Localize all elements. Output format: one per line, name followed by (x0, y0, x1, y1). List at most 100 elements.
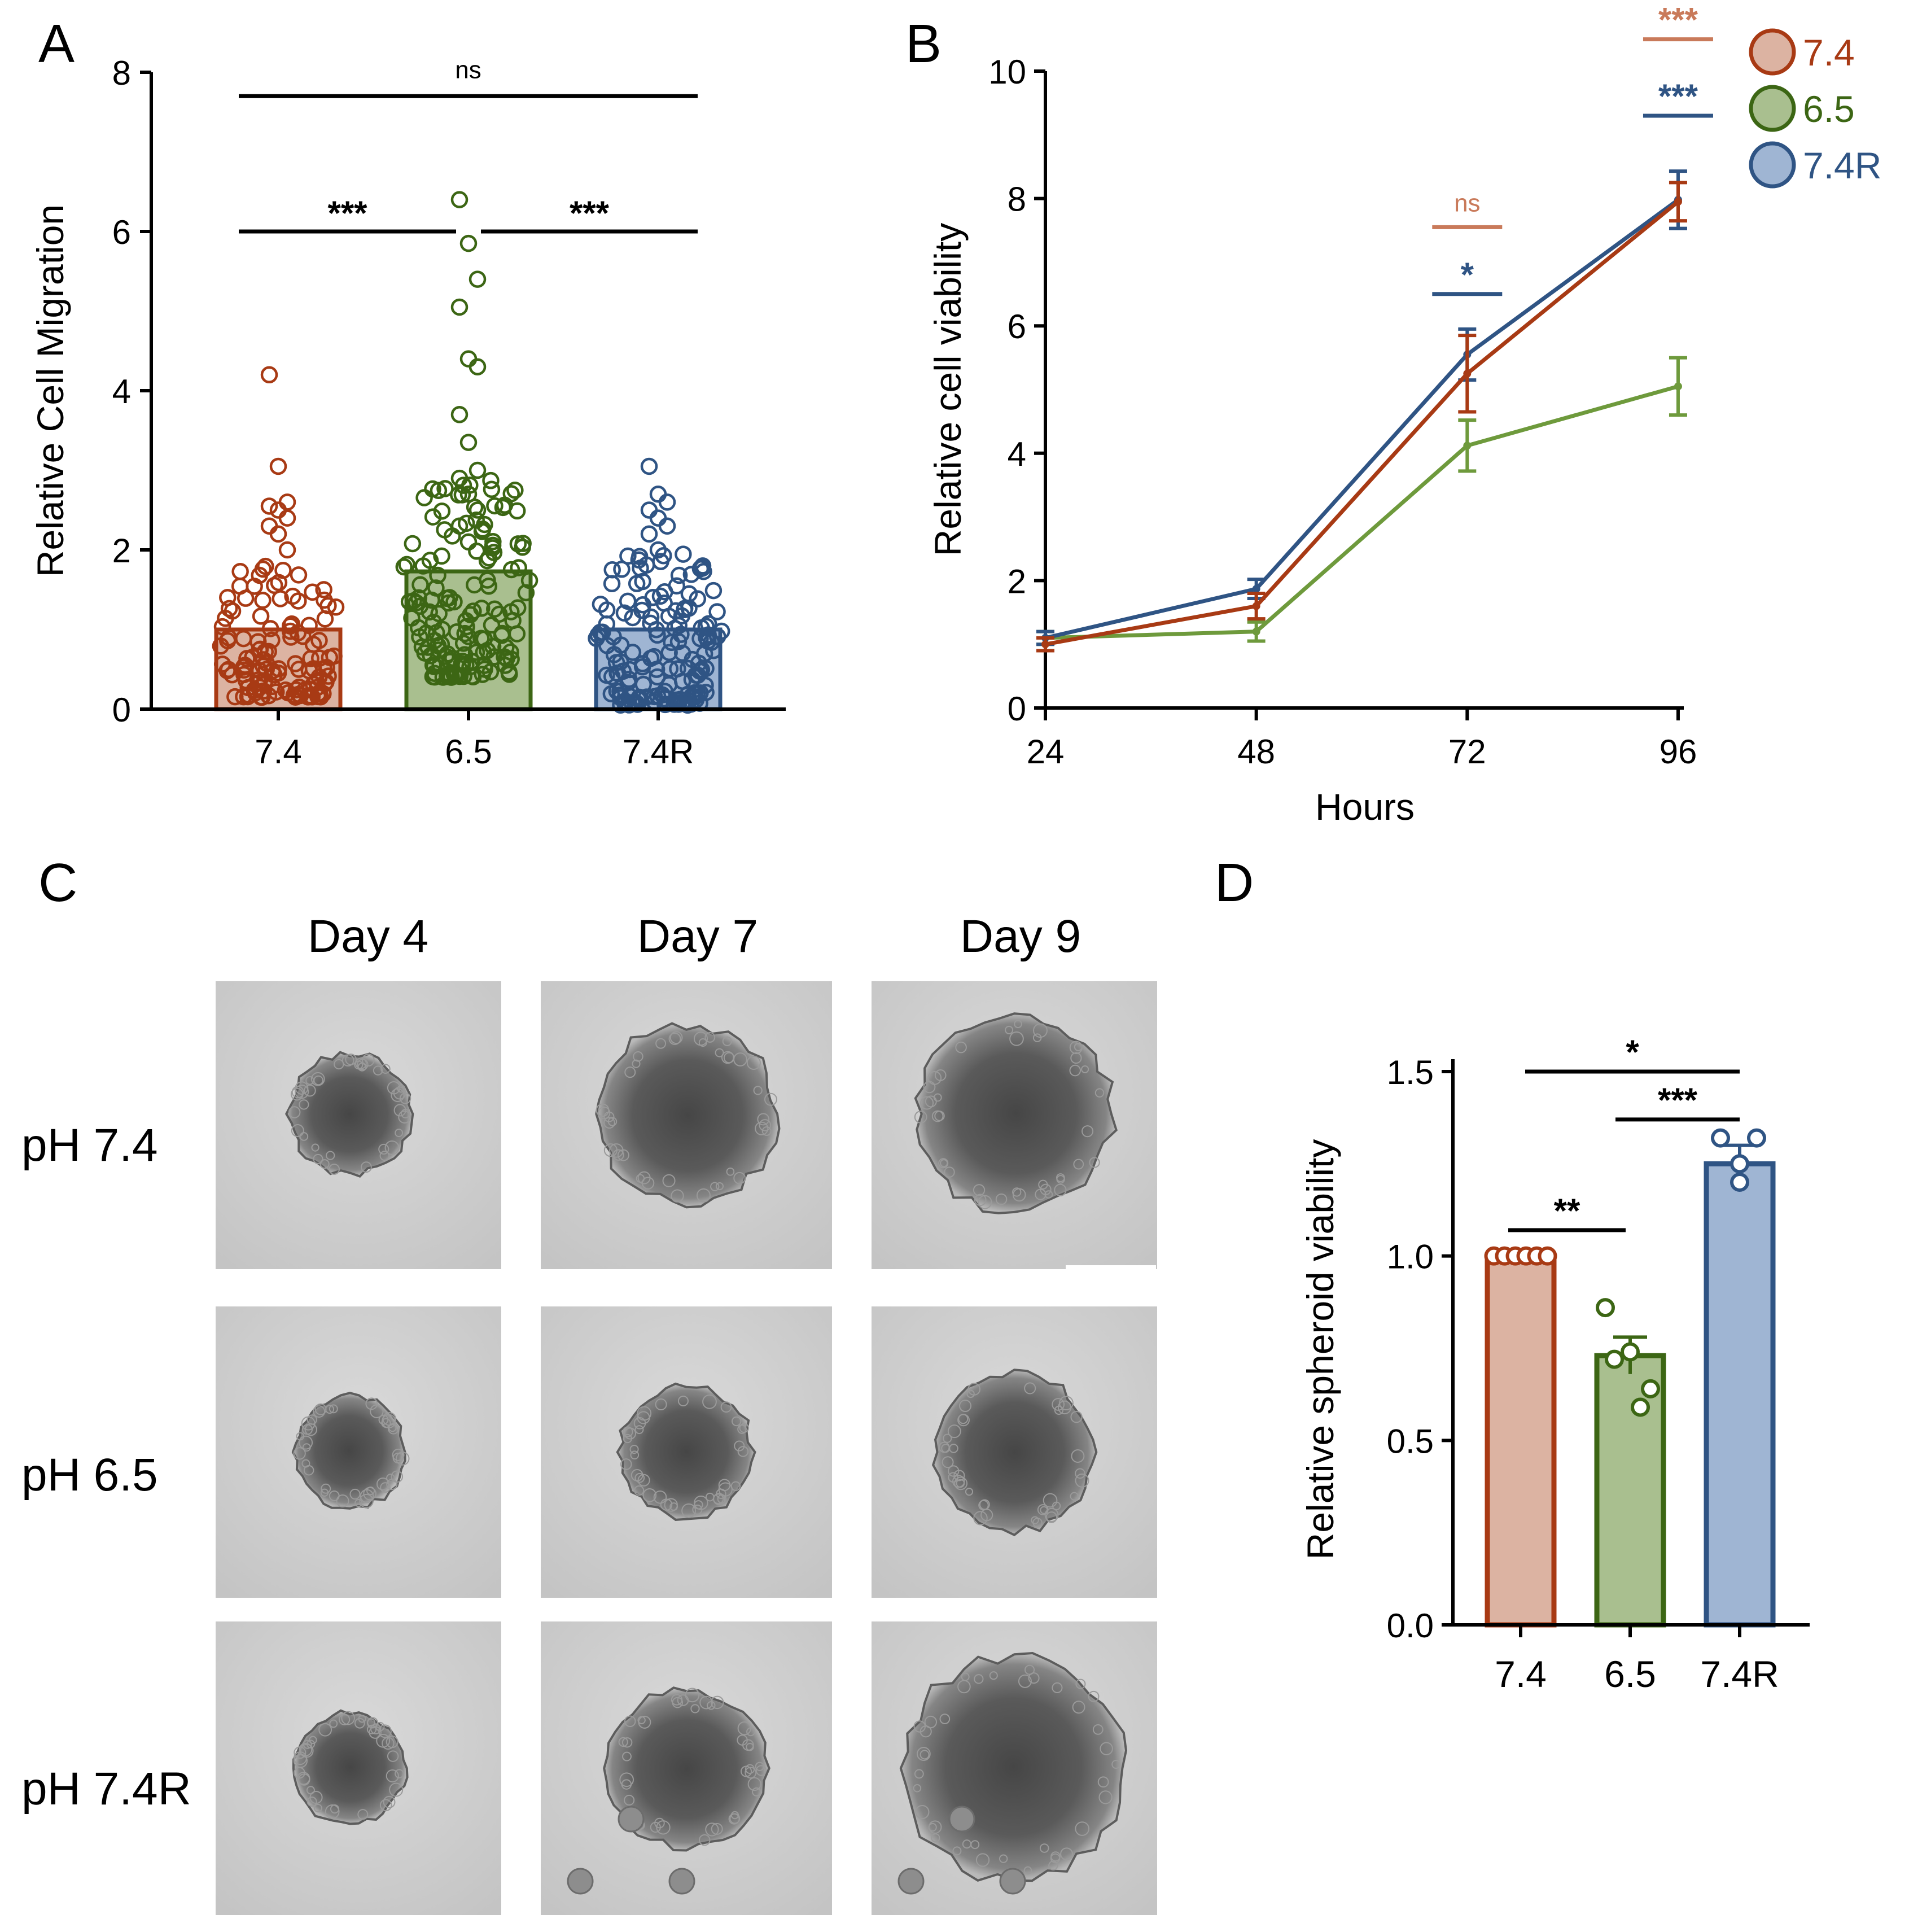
cell-texture (1052, 1682, 1063, 1693)
significance-label: *** (1658, 1, 1698, 39)
data-point (673, 607, 691, 625)
y-tick-label: 1.5 (1387, 1054, 1434, 1091)
cell-texture (596, 1103, 610, 1117)
cell-texture (630, 1450, 640, 1460)
data-point-outlier (450, 517, 469, 535)
cell-texture (952, 1475, 965, 1488)
micrograph-tile (541, 1306, 832, 1598)
cell-texture (1054, 1183, 1067, 1197)
cell-texture (989, 1671, 998, 1680)
data-point-outlier (658, 493, 676, 511)
series-line-7.4 (1045, 200, 1680, 646)
panel-label-c: C (38, 853, 77, 913)
data-point (433, 502, 451, 520)
cell-texture (943, 1433, 952, 1443)
cell-texture (1070, 1411, 1083, 1423)
cell-texture (1048, 1860, 1058, 1870)
data-point (670, 566, 688, 584)
cell-texture (1075, 1468, 1085, 1479)
chart-a-x-ticks: 7.4 6.5 7.4R (255, 709, 694, 771)
cell-texture (1098, 1790, 1113, 1804)
data-point (453, 655, 471, 674)
data-point (261, 620, 279, 637)
cell-texture (931, 1833, 940, 1843)
cell-texture (925, 1095, 937, 1108)
cell-texture (705, 1492, 715, 1502)
cell-texture (662, 1174, 676, 1187)
cell-texture (632, 1059, 641, 1068)
data-point (290, 566, 308, 584)
legend-label: 7.4 (1803, 32, 1855, 73)
chart-b-xlabel: Hours (1315, 786, 1415, 828)
significance-label: ** (1554, 1192, 1580, 1230)
cell-texture (395, 1452, 410, 1466)
cell-texture (302, 1443, 311, 1452)
cell-texture (737, 1424, 747, 1434)
data-point (304, 636, 322, 653)
cell-texture (386, 1474, 395, 1483)
cell-texture (747, 1777, 761, 1791)
cell-texture (650, 1821, 661, 1833)
data-point (473, 522, 491, 540)
cell-texture (325, 1804, 340, 1819)
cell-texture (995, 1193, 1008, 1205)
data-point (411, 576, 429, 593)
data-point-outlier (459, 350, 478, 368)
cell-texture (685, 1688, 700, 1703)
data-point (239, 688, 257, 706)
data-point-outlier (269, 501, 287, 519)
cell-texture (1073, 1159, 1084, 1170)
cell-texture (318, 1723, 332, 1737)
data-point (1711, 1128, 1730, 1148)
day-headers: Day 4 Day 7 Day 9 (308, 911, 1081, 962)
cell-texture (1031, 1516, 1039, 1524)
cell-texture (305, 1076, 314, 1085)
cell-texture (1014, 1020, 1022, 1029)
data-point (485, 544, 503, 561)
significance-label: *** (1658, 77, 1698, 115)
cell-texture (942, 1456, 954, 1468)
row-labels: pH 7.4 pH 6.5 pH 7.4R (21, 1120, 191, 1815)
cell-texture (642, 1488, 657, 1502)
data-point (287, 655, 304, 672)
data-point (1730, 1154, 1749, 1174)
cell-texture (947, 1424, 961, 1439)
cell-texture (360, 1489, 374, 1503)
y-tick-label: 2 (112, 532, 131, 570)
chart-b-significance: ns******* (1432, 1, 1713, 296)
data-point (219, 589, 237, 606)
data-point (321, 649, 339, 666)
cell-texture (759, 1119, 772, 1131)
cell-texture (1075, 1679, 1086, 1689)
data-point (684, 650, 701, 668)
cell-texture (698, 1834, 711, 1846)
cell-texture (1056, 1175, 1065, 1184)
data-point (649, 668, 666, 686)
data-point (433, 547, 450, 565)
data-point (223, 666, 241, 684)
cell-texture (715, 1048, 724, 1057)
cell-texture (1023, 1866, 1032, 1875)
y-tick-label: 4 (112, 373, 131, 410)
data-point (1674, 198, 1682, 206)
data-point-outlier (459, 234, 478, 252)
cell-texture (293, 1447, 306, 1460)
cell-texture (733, 1052, 747, 1066)
cell-texture (637, 1406, 652, 1421)
data-point (281, 622, 299, 640)
cell-texture (706, 1701, 716, 1710)
data-point-outlier (658, 517, 676, 535)
cell-texture (357, 1059, 369, 1070)
cell-texture (633, 1051, 643, 1062)
cell-texture (1082, 1125, 1094, 1138)
data-point (285, 687, 303, 704)
data-point (605, 628, 622, 645)
data-point (675, 545, 692, 563)
data-point (493, 624, 511, 642)
cell-texture (309, 1790, 323, 1804)
cell-texture (299, 1099, 309, 1110)
cell-texture (752, 1787, 761, 1797)
cell-texture (329, 1490, 340, 1501)
cell-texture (388, 1423, 397, 1432)
